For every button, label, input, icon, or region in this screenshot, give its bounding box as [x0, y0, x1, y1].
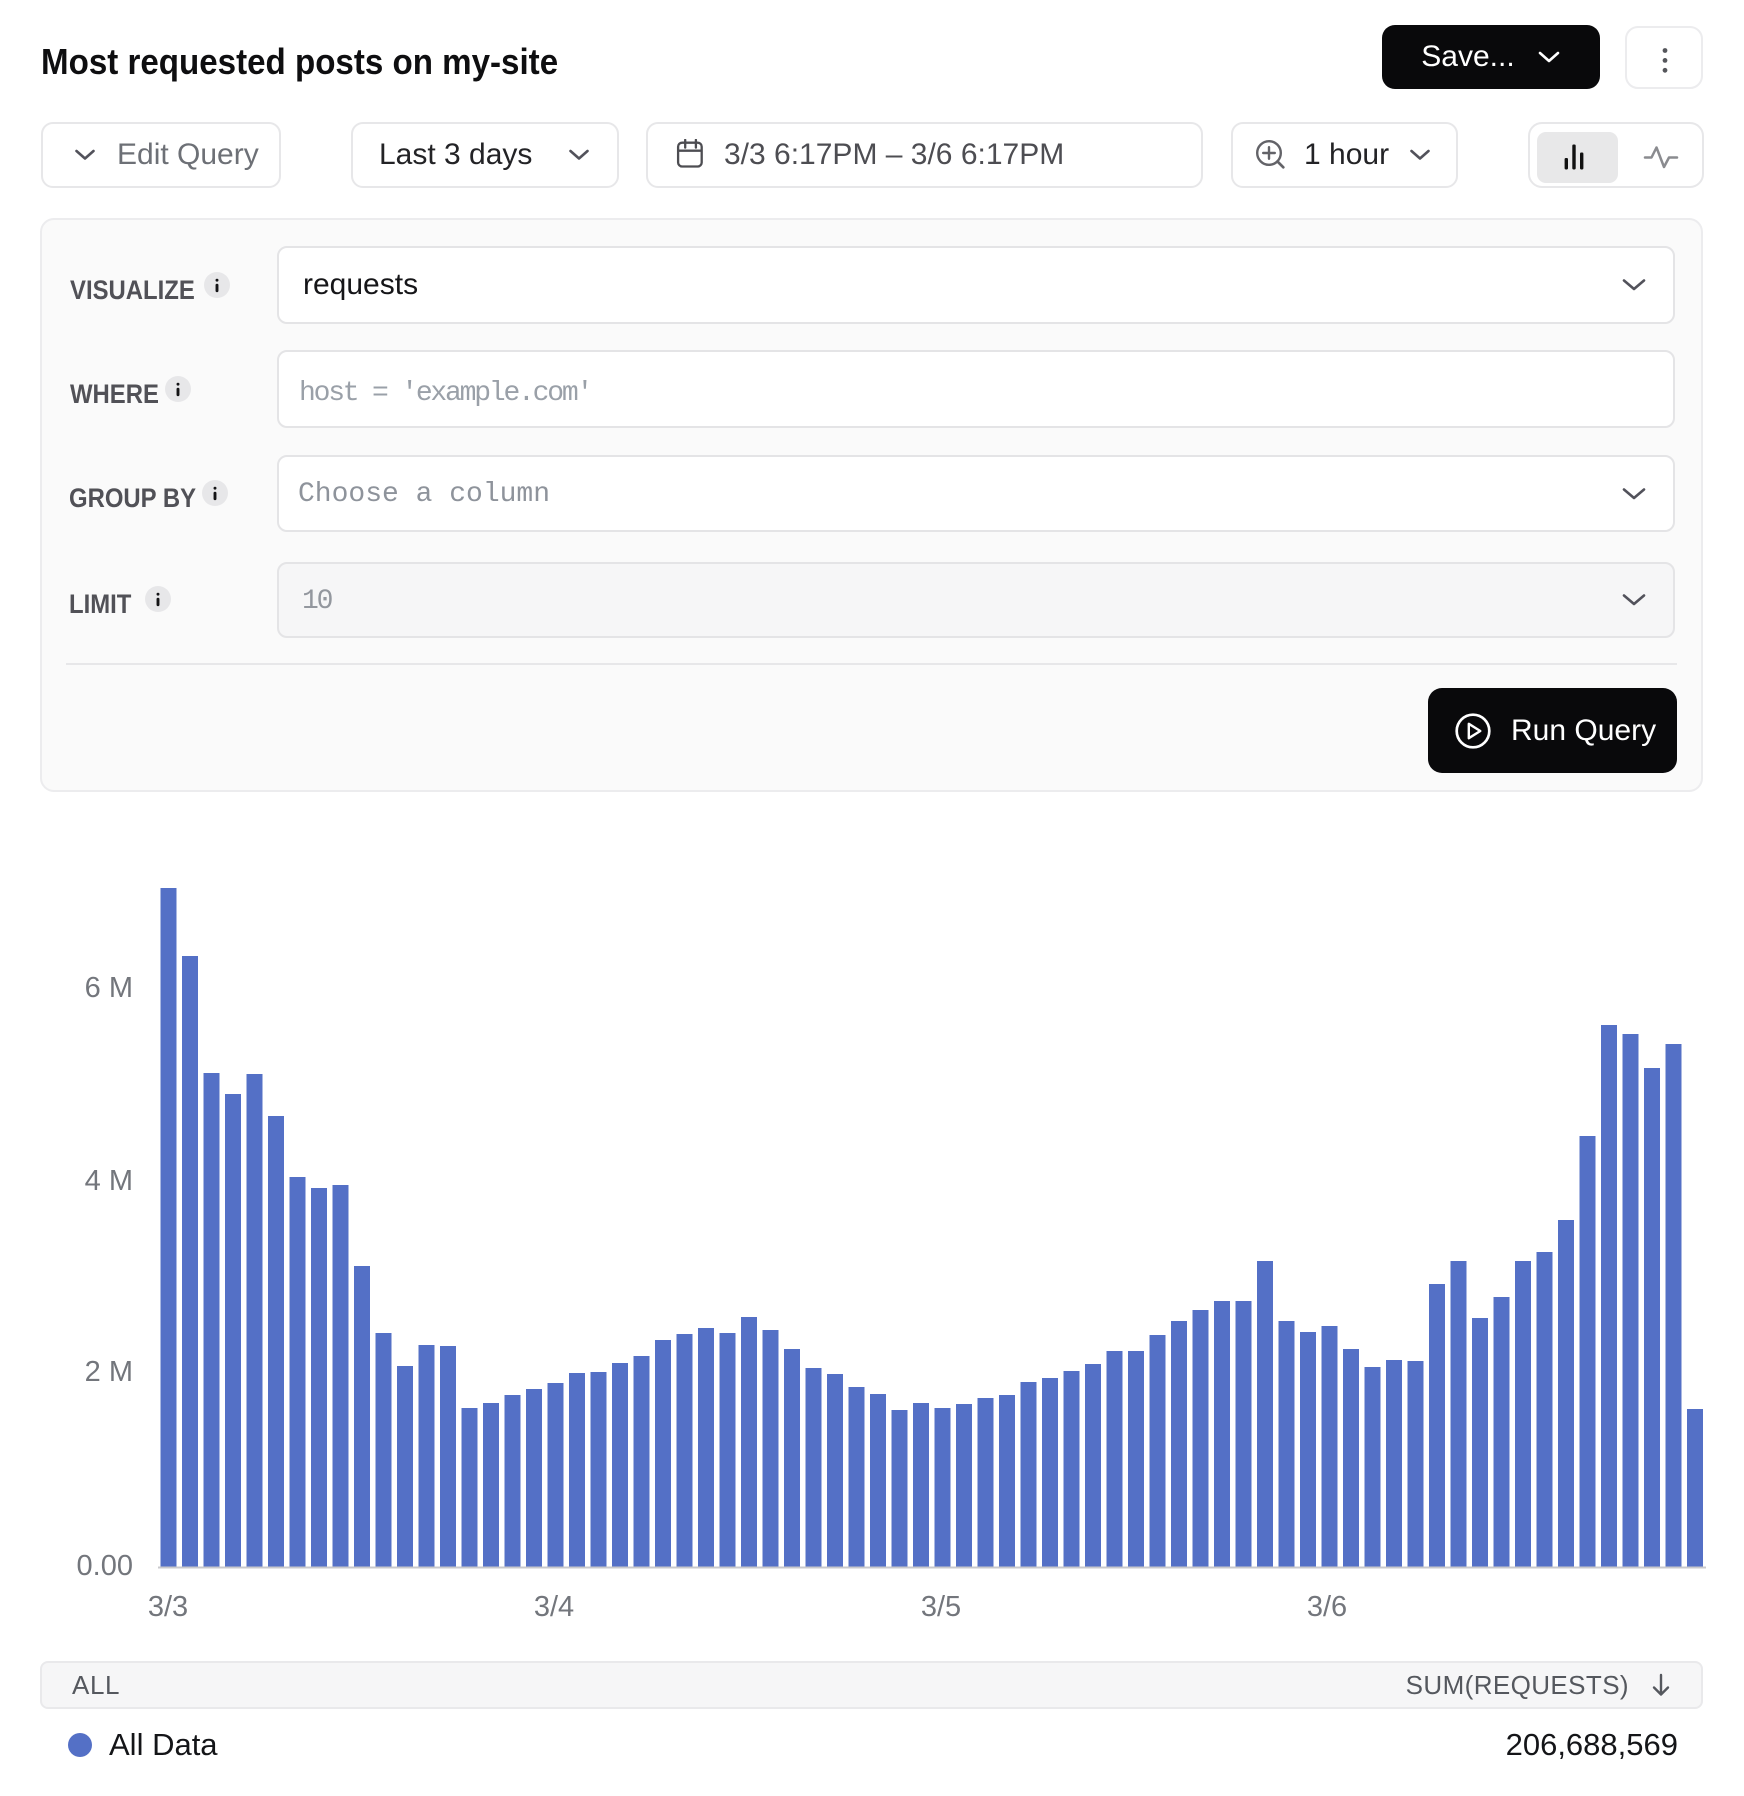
svg-text:0.00: 0.00: [77, 1550, 133, 1582]
svg-text:3/6: 3/6: [1307, 1591, 1347, 1623]
svg-text:3/4: 3/4: [534, 1591, 574, 1623]
svg-text:4 M: 4 M: [85, 1165, 133, 1197]
svg-text:6 M: 6 M: [85, 972, 133, 1004]
svg-text:2 M: 2 M: [85, 1356, 133, 1388]
svg-text:3/5: 3/5: [921, 1591, 961, 1623]
svg-text:3/3: 3/3: [148, 1591, 188, 1623]
